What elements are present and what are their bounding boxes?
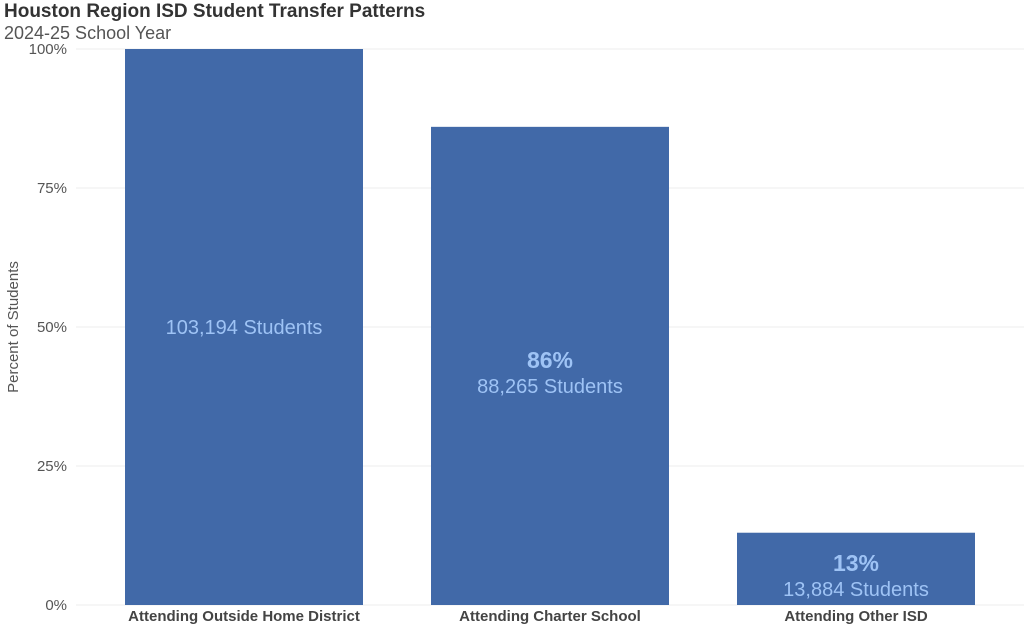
y-tick-label: 75% [37, 180, 67, 197]
data-label-students: 103,194 Students [166, 317, 323, 339]
data-label-students: 88,265 Students [477, 376, 623, 398]
chart-title: Houston Region ISD Student Transfer Patt… [4, 1, 426, 22]
y-tick-label: 25% [37, 458, 67, 475]
y-axis-ticks: 0% 25% 50% 75% 100% [29, 41, 67, 614]
x-category-label: Attending Other ISD [784, 608, 927, 625]
y-tick-label: 50% [37, 319, 67, 336]
bar [125, 49, 363, 605]
y-tick-label: 100% [29, 41, 67, 58]
bars: 103,194 Students 86% 88,265 Students 13% 13,… [125, 49, 975, 605]
x-axis-labels: Attending Outside Home District Attending… [128, 608, 928, 625]
title-block: Houston Region ISD Student Transfer Patt… [4, 1, 426, 44]
data-label-percent: 86% [527, 347, 573, 373]
y-axis-title: Percent of Students [5, 261, 22, 393]
chart-subtitle: 2024-25 School Year [4, 22, 172, 43]
data-label-percent: 13% [833, 550, 879, 576]
x-category-label: Attending Charter School [459, 608, 641, 625]
bar [431, 126, 669, 605]
data-label-students: 13,884 Students [783, 579, 929, 601]
y-axis-title-group: Percent of Students [5, 261, 22, 393]
bar [737, 532, 975, 605]
y-tick-label: 0% [45, 597, 67, 614]
x-category-label: Attending Outside Home District [128, 608, 360, 625]
